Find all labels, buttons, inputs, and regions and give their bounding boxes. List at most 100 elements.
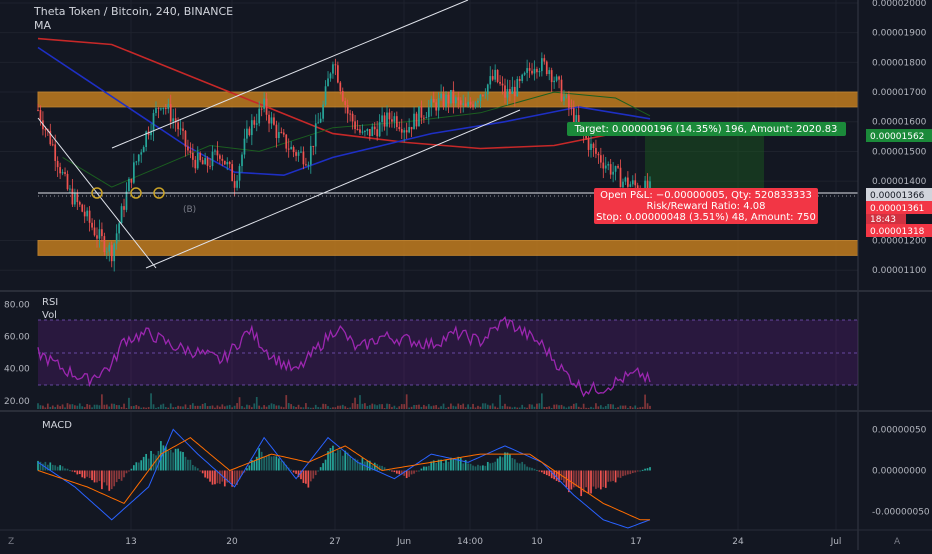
volume-bar: [344, 406, 347, 409]
candle-body: [66, 173, 69, 190]
volume-bar: [378, 404, 381, 409]
macd-histogram-bar: [292, 470, 295, 473]
macd-histogram-bar: [494, 461, 497, 471]
volume-bar: [518, 407, 521, 409]
candle-body: [169, 104, 172, 122]
candle-body: [614, 166, 617, 172]
volume-bar: [219, 406, 221, 409]
candle-body: [278, 132, 280, 139]
volume-bar: [570, 405, 573, 409]
macd-histogram-bar: [400, 470, 403, 475]
candle-body: [454, 97, 457, 104]
price-axis-ticks[interactable]: 0.00002000 0.00001900 0.00001800 0.00001700…: [872, 0, 927, 276]
macd-histogram-bar: [536, 470, 538, 472]
volume-bar: [607, 403, 610, 409]
volume-bar: [137, 406, 140, 409]
macd-histogram-bar: [206, 470, 209, 479]
macd-histogram-bar: [427, 465, 430, 471]
macd-histogram-bar: [101, 470, 103, 490]
volume-bar: [599, 405, 602, 409]
goto-date-icon[interactable]: Z: [8, 537, 14, 547]
macd-histogram-bar: [164, 446, 167, 471]
candle-body: [491, 76, 494, 80]
volume-bar: [108, 406, 111, 409]
volume-bar: [450, 403, 452, 409]
macd-histogram-bar: [533, 468, 536, 471]
candle-body: [604, 165, 607, 169]
candle-body: [450, 89, 452, 104]
volume-bar: [631, 407, 634, 409]
candle-body: [231, 164, 234, 182]
volume-bar: [356, 404, 359, 409]
candle-body: [172, 118, 175, 122]
volume-bar: [590, 406, 592, 409]
volume-bar: [565, 407, 568, 409]
volume-bar: [118, 405, 120, 409]
volume-bar: [103, 404, 106, 409]
macd-histogram-bar: [351, 459, 354, 471]
volume-bar: [78, 403, 81, 409]
macd-histogram-bar: [398, 470, 401, 475]
macd-histogram-bar: [179, 451, 182, 471]
candle-body: [629, 184, 632, 187]
volume-bar: [499, 394, 501, 409]
macd-histogram: [37, 441, 651, 497]
macd-histogram-bar: [285, 464, 288, 471]
volume-bar: [248, 405, 251, 409]
vol-label[interactable]: Vol: [42, 310, 57, 321]
candle-body: [236, 180, 238, 188]
macd-histogram-bar: [538, 470, 541, 472]
channel-upper-line[interactable]: [111, 0, 469, 149]
volume-bar: [373, 404, 376, 409]
candle-body: [238, 166, 241, 181]
macd-histogram-bar: [587, 470, 590, 494]
volume-bar: [351, 403, 354, 409]
macd-histogram-bar: [550, 470, 553, 479]
channel-lower-line[interactable]: [145, 109, 521, 269]
candle-body: [189, 150, 192, 153]
candle-body: [359, 129, 361, 133]
volume-bar: [69, 404, 71, 409]
macd-histogram-bar: [71, 470, 74, 472]
macd-histogram-bar: [44, 461, 47, 471]
candle-body: [270, 117, 273, 124]
macd-label[interactable]: MACD: [42, 420, 72, 431]
rsi-label[interactable]: RSI: [42, 297, 58, 308]
auto-scale-icon[interactable]: A: [894, 537, 901, 547]
macd-histogram-bar: [501, 457, 504, 471]
candle-body: [101, 229, 103, 237]
macd-histogram-bar: [415, 470, 418, 472]
candle-body: [410, 127, 413, 130]
macd-histogram-bar: [489, 463, 492, 471]
macd-histogram-bar: [317, 470, 320, 472]
macd-histogram-bar: [130, 468, 133, 471]
macd-histogram-bar: [98, 470, 101, 482]
candle-body: [324, 86, 327, 105]
macd-histogram-bar: [354, 458, 356, 471]
candle-body: [555, 76, 558, 81]
candle-body: [108, 245, 111, 252]
rsi-tick-label: 40.00: [4, 365, 30, 375]
candle-body: [37, 109, 39, 111]
candle-body: [516, 78, 519, 97]
macd-histogram-bar: [543, 470, 546, 474]
candle-body: [56, 160, 59, 168]
volume-bar: [597, 406, 600, 409]
ma-indicator-label[interactable]: MA: [34, 19, 51, 32]
macd-histogram-bar: [155, 455, 157, 471]
macd-histogram-bar: [150, 450, 152, 471]
candle-body: [447, 94, 450, 104]
volume-bar: [568, 406, 570, 409]
candle-body: [51, 144, 54, 146]
volume-bar: [386, 403, 388, 409]
time-axis-ticks[interactable]: 13 20 27 Jun 14:00 10 17 24 Jul: [125, 537, 841, 547]
macd-histogram-bar: [69, 470, 71, 472]
candle-body: [442, 93, 445, 107]
macd-histogram-bar: [177, 448, 179, 471]
candle-body: [118, 223, 120, 234]
volume-bar: [285, 395, 288, 409]
volume-bar: [388, 404, 391, 409]
candle-body: [307, 164, 310, 166]
volume-bar: [523, 407, 526, 409]
